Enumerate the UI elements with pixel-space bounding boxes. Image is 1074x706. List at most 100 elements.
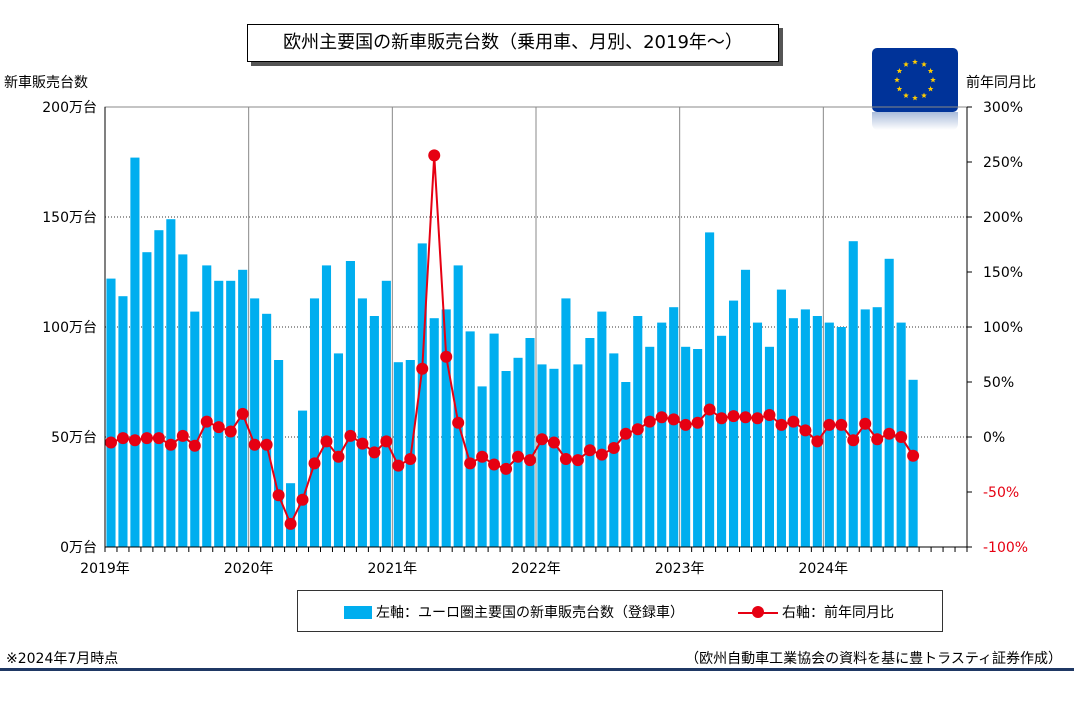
bar bbox=[669, 307, 679, 547]
chart-title: 欧州主要国の新車販売台数（乗用車、月別、2019年～） bbox=[247, 24, 779, 62]
legend: 左軸：ユーロ圏主要国の新車販売台数（登録車） 右軸：前年同月比 bbox=[297, 590, 943, 632]
yoy-point bbox=[308, 457, 321, 470]
bar bbox=[705, 232, 715, 547]
bar bbox=[836, 327, 846, 547]
bar bbox=[369, 316, 379, 547]
left-tick-label: 0万台 bbox=[60, 540, 97, 556]
bar bbox=[381, 280, 391, 547]
bar bbox=[585, 338, 595, 547]
yoy-point bbox=[895, 431, 908, 443]
yoy-point bbox=[452, 416, 465, 429]
bar bbox=[333, 353, 344, 547]
bar bbox=[274, 360, 284, 547]
legend-line-label: 右軸：前年同月比 bbox=[782, 605, 894, 621]
legend-bar-label: 左軸：ユーロ圏主要国の新車販売台数（登録車） bbox=[376, 605, 684, 621]
right-tick-label: 250% bbox=[983, 155, 1023, 171]
yoy-point bbox=[164, 438, 177, 451]
yoy-point bbox=[320, 435, 333, 448]
flag-star bbox=[927, 68, 934, 74]
yoy-point bbox=[368, 446, 381, 459]
yoy-point bbox=[619, 427, 632, 440]
yoy-point bbox=[116, 432, 129, 445]
bar bbox=[190, 311, 200, 547]
bar bbox=[142, 252, 152, 547]
yoy-point bbox=[715, 412, 728, 425]
yoy-point bbox=[464, 457, 477, 470]
yoy-point bbox=[655, 411, 668, 424]
yoy-point bbox=[212, 421, 225, 434]
yoy-point bbox=[835, 418, 848, 431]
yoy-point bbox=[559, 453, 572, 465]
yoy-point bbox=[512, 450, 525, 463]
yoy-point bbox=[739, 411, 752, 424]
yoy-point bbox=[380, 435, 393, 448]
bar bbox=[812, 316, 822, 547]
right-tick-label: 100% bbox=[983, 320, 1023, 336]
chart-area: 0万台 50万台 100万台 150万台 200万台 -100% -50% 0% 50% 100%… bbox=[42, 100, 1028, 577]
source-note: （欧州自動車工業協会の資料を基に豊トラスティ証券作成） bbox=[685, 651, 1062, 667]
yoy-point bbox=[488, 458, 501, 471]
bar bbox=[214, 280, 224, 547]
yoy-point bbox=[416, 362, 429, 375]
yoy-point bbox=[272, 489, 285, 502]
yoy-point bbox=[823, 418, 836, 431]
x-year-label: 2021年 bbox=[368, 561, 418, 577]
bar bbox=[728, 300, 739, 547]
bar bbox=[621, 382, 631, 547]
x-year-label: 2024年 bbox=[799, 561, 849, 577]
bar bbox=[525, 338, 535, 547]
yoy-point bbox=[763, 409, 776, 421]
bar bbox=[154, 230, 164, 547]
right-tick-label: 0% bbox=[983, 430, 1005, 446]
x-year-label: 2020年 bbox=[224, 561, 274, 577]
yoy-point bbox=[200, 415, 213, 428]
yoy-point bbox=[476, 450, 489, 463]
left-tick-label: 50万台 bbox=[51, 430, 97, 446]
yoy-point bbox=[679, 418, 692, 431]
yoy-point bbox=[607, 442, 620, 454]
yoy-point bbox=[883, 427, 896, 440]
bar bbox=[561, 298, 571, 547]
bar bbox=[645, 346, 655, 547]
bar bbox=[286, 483, 296, 547]
yoy-point bbox=[296, 493, 309, 506]
right-tick-label: 200% bbox=[983, 210, 1023, 226]
yoy-point bbox=[248, 438, 261, 451]
yoy-point bbox=[356, 437, 369, 450]
bar bbox=[262, 313, 272, 547]
x-year-label: 2023年 bbox=[655, 561, 705, 577]
yoy-point bbox=[583, 444, 596, 457]
yoy-point bbox=[571, 454, 584, 467]
yoy-point bbox=[703, 403, 716, 416]
bar bbox=[477, 386, 487, 547]
bar bbox=[465, 331, 475, 547]
right-tick-label: 300% bbox=[983, 100, 1023, 116]
x-year-label: 2019年 bbox=[80, 561, 130, 577]
bar bbox=[321, 265, 332, 547]
bar bbox=[309, 298, 320, 547]
yoy-point bbox=[631, 423, 644, 436]
yoy-point bbox=[727, 410, 740, 423]
right-tick-label: -100% bbox=[983, 540, 1028, 556]
flag-star bbox=[894, 77, 900, 83]
bar bbox=[345, 261, 355, 547]
yoy-point bbox=[128, 434, 141, 447]
legend-item-bars: 左軸：ユーロ圏主要国の新車販売台数（登録車） bbox=[344, 602, 684, 622]
yoy-point bbox=[392, 459, 405, 472]
flag-star bbox=[912, 59, 918, 65]
bottom-rule bbox=[0, 668, 1074, 671]
bar bbox=[118, 296, 128, 547]
flag-star bbox=[896, 86, 903, 92]
bar bbox=[501, 371, 511, 547]
bar bbox=[752, 322, 763, 547]
flag-star bbox=[912, 95, 918, 101]
yoy-point bbox=[775, 418, 788, 431]
right-tick-label: 50% bbox=[983, 375, 1014, 391]
legend-item-line: 右軸：前年同月比 bbox=[738, 602, 894, 622]
yoy-point bbox=[224, 425, 237, 438]
yoy-point bbox=[547, 436, 560, 449]
footnote: ※2024年7月時点 bbox=[6, 651, 119, 667]
yoy-point bbox=[440, 350, 453, 363]
bar bbox=[693, 349, 703, 547]
yoy-point bbox=[751, 412, 764, 425]
